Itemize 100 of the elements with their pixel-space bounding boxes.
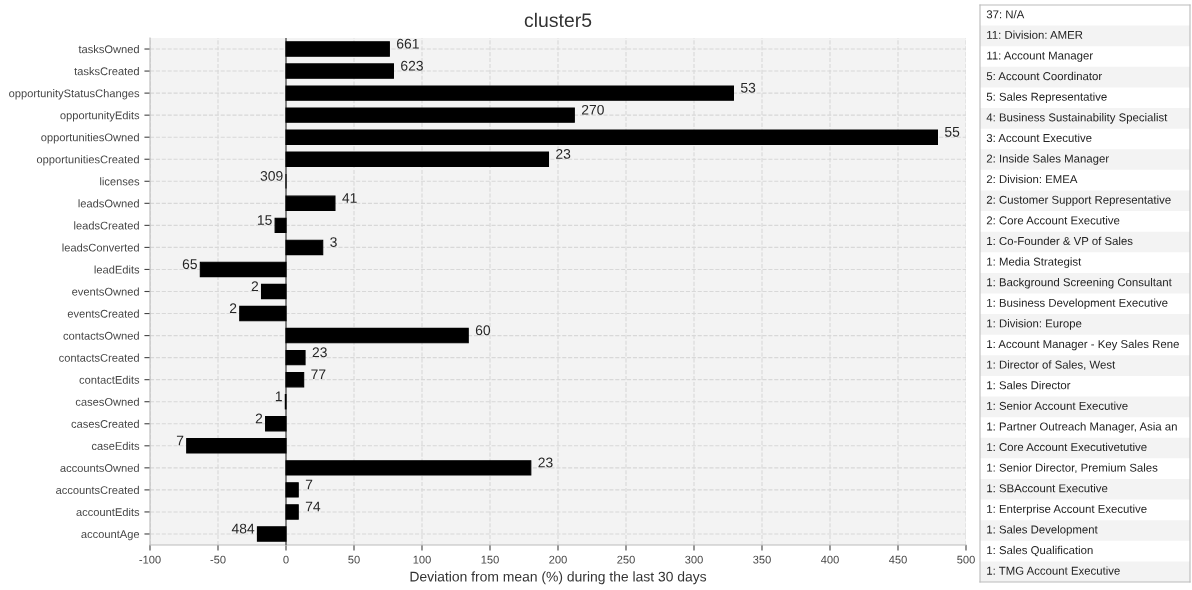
bar [260,283,287,300]
y-tick-label: tasksOwned [78,45,139,54]
annotation: 309 [260,171,283,181]
x-tick-label: 400 [820,555,839,564]
annotation: 270 [581,104,604,115]
y-tick-label: caseEdits [91,441,140,450]
bar [285,460,532,476]
text: 1: Account Manager - Key Sales Rene [987,339,1179,351]
bar [285,239,324,256]
text: 11: Division: AMER [987,30,1083,39]
bar [285,195,336,212]
annotation: 7 [305,479,313,490]
text: 1: Business Development Executive [987,298,1168,310]
text: 1: Sales Development [987,525,1098,536]
y-tick-label: accountsCreated [56,485,139,495]
y-tick-label: accountEdits [76,507,140,517]
y-tick-label: eventsCreated [67,309,139,318]
annotation: 2 [251,281,259,291]
y-tick-label: accountsOwned [60,463,139,472]
annotation: 484 [231,523,255,534]
x-tick-label: 150 [481,555,499,564]
bar [285,41,390,57]
text: 2: Customer Support Representative [986,195,1171,207]
text: 1: Background Screening Consultant [987,277,1172,289]
text: 1: TMG Account Executive [987,566,1120,575]
y-tick-label: leadEdits [94,265,140,274]
bar [285,107,575,123]
y-tick-label: opportunityEdits [60,111,140,122]
bar [285,482,299,498]
bar [256,526,287,542]
bar [186,438,287,454]
bar [199,261,287,278]
y-tick-label: accountAge [81,530,140,541]
chart-title: cluster5 [524,12,592,28]
y-tick-label: contactEdits [79,375,140,384]
x-tick-label: 450 [888,555,907,564]
annotation: 23 [538,457,553,468]
x-tick-label: 0 [283,555,289,564]
y-tick-label: eventsOwned [72,287,139,296]
text: 1: Sales Qualification [987,545,1093,557]
text: 1: Enterprise Account Executive [987,504,1147,516]
bar [285,129,938,145]
bar [285,349,306,366]
text: 1: Sales Director [987,380,1071,390]
text: 11: Account Manager [987,51,1093,62]
text: 2: Division: EMEA [986,174,1078,184]
bar [285,504,299,520]
y-tick-label: opportunityStatusChanges [9,89,140,100]
x-tick-label: -50 [210,555,226,564]
text: 1: Division: Europe [987,319,1082,330]
text: 5: Sales Representative [986,92,1107,104]
text: 1: Senior Director, Premium Sales [987,463,1158,474]
annotation: 1 [275,391,282,402]
annotation: 2 [229,303,237,313]
y-tick-label: leadsOwned [78,199,139,208]
annotation: 23 [556,148,571,159]
x-tick-label: 300 [685,555,703,564]
annotation: 74 [305,501,321,512]
text: 1: Director of Sales, West [987,360,1116,371]
y-tick-label: casesOwned [75,397,139,406]
y-tick-label: contactsCreated [59,353,139,362]
annotation: 3 [330,237,337,247]
x-tick-label: -100 [139,555,161,564]
annotation: 77 [311,369,326,380]
annotation: 23 [312,347,327,358]
annotation: 623 [401,60,423,71]
annotation: 55 [944,127,960,137]
x-axis-title: Deviation from mean (%) during the last 30 days [410,571,707,585]
bar [265,416,287,432]
text: 1: Core Account Executivetutive [987,442,1147,452]
text: 1: Partner Outreach Manager, Asia an [987,422,1177,433]
x-tick-label: 350 [753,555,771,564]
text: 4: Business Sustainability Specialist [986,113,1168,124]
annotation: 41 [342,193,357,203]
text: 1: Senior Account Executive [987,401,1128,410]
text: 2: Inside Sales Manager [986,154,1109,165]
text: 1: SBAccount Executive [987,483,1108,493]
y-tick-label: opportunitiesOwned [41,133,139,144]
bar [285,151,550,167]
text: 1: Co-Founder & VP of Sales [987,236,1133,246]
x-tick-label: 100 [413,555,431,564]
bar [285,371,305,388]
x-tick-label: 250 [617,555,635,564]
text: 1: Media Strategist [987,257,1082,268]
x-tick-label: 200 [549,555,567,564]
text: 2: Core Account Executive [986,216,1120,225]
y-tick-label: tasksCreated [74,67,139,76]
x-tick-label: 500 [957,555,975,564]
text: 5: Account Coordinator [986,71,1102,81]
y-tick-label: contactsOwned [63,331,139,340]
annotation: 15 [257,215,272,225]
bar [285,327,469,344]
y-tick-label: opportunitiesCreated [36,155,139,166]
annotation: 65 [182,259,197,270]
y-tick-label: casesCreated [71,419,139,428]
y-tick-label: leadsConverted [62,243,139,252]
y-tick-label: leadsCreated [74,221,139,230]
bar [274,217,287,234]
y-tick-label: licenses [100,177,140,186]
annotation: 661 [397,38,419,49]
